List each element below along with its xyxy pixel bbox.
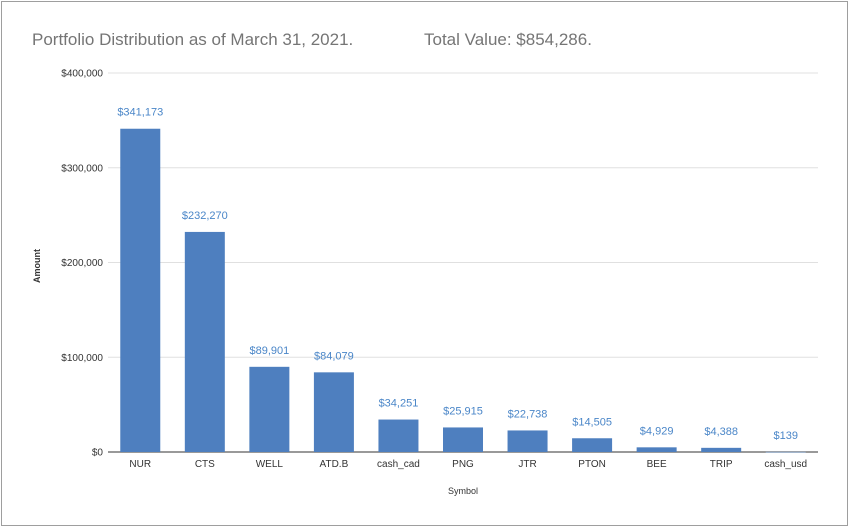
bar-PTON	[572, 438, 613, 452]
data-label-PNG: $25,915	[443, 405, 483, 417]
y-axis-label: Amount	[32, 249, 42, 283]
bar-TRIP	[701, 447, 742, 452]
bar-cash_usd	[765, 451, 806, 453]
data-label-PTON: $14,505	[572, 416, 612, 428]
y-tick-label: $400,000	[61, 69, 103, 80]
y-tick-label: $300,000	[61, 163, 103, 174]
bar-CTS	[184, 231, 225, 452]
chart-title-row: Portfolio Distribution as of March 31, 2…	[32, 30, 592, 50]
x-tick-label: cash_cad	[377, 459, 420, 470]
bar-cash_cad	[378, 419, 419, 452]
x-tick-label: WELL	[256, 459, 284, 470]
bar-PNG	[443, 427, 483, 452]
x-tick-label: BEE	[647, 459, 667, 470]
chart-title: Portfolio Distribution as of March 31, 2…	[32, 30, 354, 49]
x-tick-label: PNG	[452, 459, 474, 470]
bars	[120, 128, 806, 453]
x-axis-ticks: NUR CTS WELL ATD.B cash_cad PNG JTR PTON BEE TRIP…	[129, 459, 807, 470]
x-tick-label: cash_usd	[764, 459, 807, 470]
data-label-cash_usd: $139	[773, 430, 797, 442]
data-label-CTS: $232,270	[182, 210, 228, 222]
x-tick-label: PTON	[578, 459, 606, 470]
y-tick-label: $0	[92, 448, 104, 459]
bar-WELL	[249, 366, 290, 452]
bar-BEE	[636, 447, 677, 452]
y-tick-label: $200,000	[61, 258, 103, 269]
bar-NUR	[120, 128, 161, 452]
data-label-ATD.B: $84,079	[314, 350, 354, 362]
x-tick-label: TRIP	[710, 459, 733, 470]
x-tick-label: JTR	[518, 459, 536, 470]
y-tick-label: $100,000	[61, 353, 103, 364]
x-tick-label: NUR	[129, 459, 151, 470]
data-label-JTR: $22,738	[508, 408, 548, 420]
x-tick-label: ATD.B	[320, 459, 349, 470]
bar-JTR	[507, 430, 548, 452]
x-tick-label: CTS	[195, 459, 215, 470]
x-axis-label: Symbol	[448, 486, 478, 496]
bar-ATD.B	[313, 372, 354, 452]
data-label-WELL: $89,901	[249, 345, 289, 357]
data-label-BEE: $4,929	[640, 425, 674, 437]
data-label-TRIP: $4,388	[704, 426, 738, 438]
data-label-cash_cad: $34,251	[379, 398, 419, 410]
data-labels: $341,173 $232,270 $89,901 $84,079 $34,251 $25…	[117, 107, 798, 442]
y-axis-ticks: $0 $100,000 $200,000 $300,000 $400,000	[61, 69, 103, 459]
gridlines	[108, 72, 818, 453]
chart-subtitle: Total Value: $854,286.	[424, 30, 592, 49]
data-label-NUR: $341,173	[117, 107, 163, 119]
